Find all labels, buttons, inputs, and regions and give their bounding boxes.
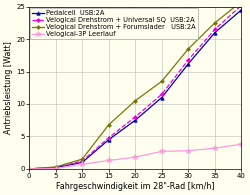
- Pedalcell  USB:2A: [213, 31, 216, 34]
- Legend: Pedalcell  USB:2A, Velogical Drehstrom + Universal SQ  USB:2A, Velogical Drehstr: Pedalcell USB:2A, Velogical Drehstrom + …: [30, 8, 198, 39]
- Pedalcell  USB:2A: [134, 119, 137, 121]
- Velogical Drehstrom + Universal SQ  USB:2A: [107, 136, 110, 139]
- Velogical Drehstrom + Universal SQ  USB:2A: [28, 168, 30, 170]
- Line: Velogical-3P Leerlauf: Velogical-3P Leerlauf: [26, 141, 244, 172]
- Velogical Drehstrom + Forumslader   USB:2A: [54, 166, 57, 168]
- Velogical-3P Leerlauf: [54, 167, 57, 170]
- Velogical-3P Leerlauf: [28, 168, 30, 170]
- Pedalcell  USB:2A: [81, 161, 84, 164]
- Velogical Drehstrom + Forumslader   USB:2A: [28, 168, 30, 170]
- Line: Velogical Drehstrom + Universal SQ  USB:2A: Velogical Drehstrom + Universal SQ USB:2…: [28, 4, 243, 170]
- Velogical Drehstrom + Forumslader   USB:2A: [81, 158, 84, 160]
- Pedalcell  USB:2A: [28, 168, 30, 170]
- X-axis label: Fahrgeschwindigkeit im 28"-Rad [km/h]: Fahrgeschwindigkeit im 28"-Rad [km/h]: [56, 182, 214, 191]
- Velogical-3P Leerlauf: [160, 150, 163, 152]
- Line: Pedalcell  USB:2A: Pedalcell USB:2A: [28, 8, 243, 171]
- Velogical-3P Leerlauf: [134, 156, 137, 158]
- Line: Velogical Drehstrom + Forumslader   USB:2A: Velogical Drehstrom + Forumslader USB:2A: [28, 0, 243, 170]
- Velogical Drehstrom + Universal SQ  USB:2A: [213, 28, 216, 31]
- Velogical Drehstrom + Forumslader   USB:2A: [240, 0, 243, 3]
- Pedalcell  USB:2A: [160, 96, 163, 99]
- Velogical Drehstrom + Universal SQ  USB:2A: [160, 93, 163, 95]
- Pedalcell  USB:2A: [187, 63, 190, 65]
- Velogical Drehstrom + Universal SQ  USB:2A: [81, 160, 84, 162]
- Velogical-3P Leerlauf: [213, 147, 216, 149]
- Y-axis label: Antriebsleistung [Watt]: Antriebsleistung [Watt]: [4, 41, 13, 134]
- Velogical-3P Leerlauf: [81, 163, 84, 166]
- Velogical Drehstrom + Universal SQ  USB:2A: [134, 116, 137, 118]
- Velogical-3P Leerlauf: [240, 143, 243, 145]
- Velogical Drehstrom + Forumslader   USB:2A: [134, 100, 137, 102]
- Velogical Drehstrom + Universal SQ  USB:2A: [187, 59, 190, 61]
- Velogical Drehstrom + Forumslader   USB:2A: [213, 22, 216, 24]
- Velogical Drehstrom + Universal SQ  USB:2A: [240, 4, 243, 7]
- Velogical-3P Leerlauf: [107, 159, 110, 162]
- Pedalcell  USB:2A: [54, 166, 57, 169]
- Pedalcell  USB:2A: [240, 9, 243, 11]
- Velogical-3P Leerlauf: [187, 150, 190, 152]
- Velogical Drehstrom + Forumslader   USB:2A: [160, 80, 163, 82]
- Velogical Drehstrom + Forumslader   USB:2A: [187, 48, 190, 50]
- Velogical Drehstrom + Forumslader   USB:2A: [107, 124, 110, 126]
- Pedalcell  USB:2A: [107, 138, 110, 141]
- Velogical Drehstrom + Universal SQ  USB:2A: [54, 166, 57, 169]
